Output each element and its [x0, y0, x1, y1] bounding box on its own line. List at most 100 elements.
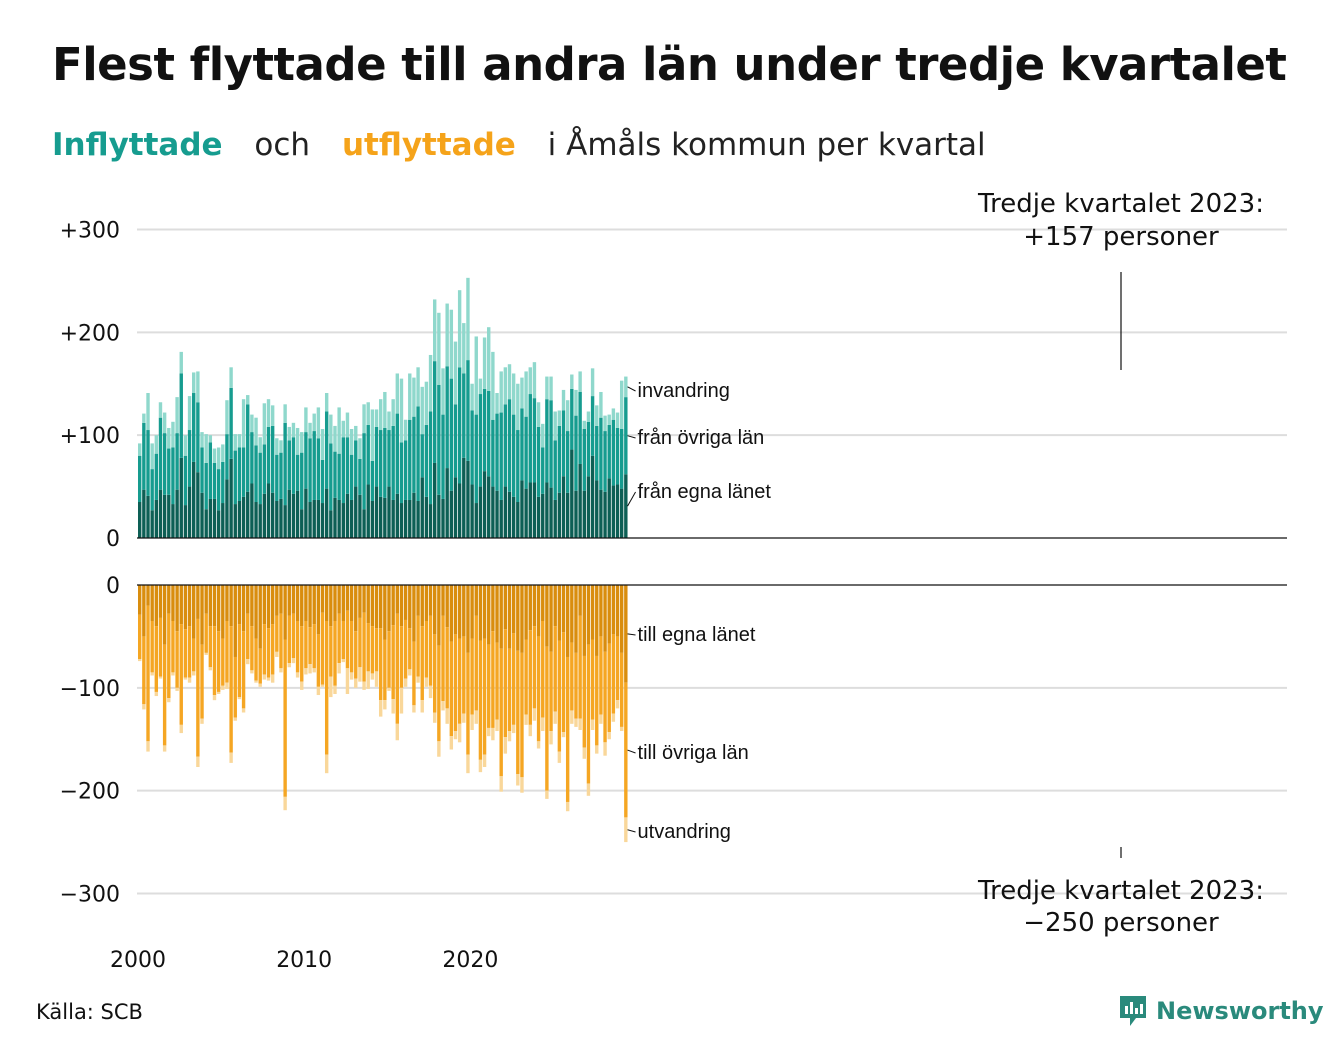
bar-segment-immigration	[474, 336, 478, 415]
bar-segment-immigration	[491, 351, 495, 420]
bar-segment-from-own-county	[445, 468, 449, 538]
bar-segment-to-other-counties	[412, 641, 416, 706]
bar-segment-from-own-county	[333, 497, 337, 538]
bar-segment-to-other-counties	[391, 625, 395, 700]
bar-segment-from-own-county	[295, 490, 300, 538]
bar-segment-to-own-county	[216, 585, 221, 632]
bar-segment-immigration	[200, 432, 204, 448]
bar-segment-to-own-county	[341, 585, 345, 621]
bar-segment-to-other-counties	[482, 638, 487, 755]
bar-segment-from-own-county	[300, 509, 304, 538]
bar-segment-from-other-counties	[474, 414, 478, 504]
bar-segment-from-other-counties	[258, 452, 262, 505]
bar-segment-immigration	[599, 391, 603, 418]
bar-segment-to-own-county	[287, 585, 291, 616]
bar-segment-from-own-county	[179, 457, 183, 538]
bar-segment-from-own-county	[308, 502, 312, 538]
bar-segment-to-other-counties	[333, 620, 337, 686]
bar-segment-immigration	[511, 373, 516, 415]
bar-segment-from-other-counties	[266, 426, 271, 484]
bar-segment-to-own-county	[233, 585, 237, 657]
bar-segment-to-own-county	[171, 585, 175, 621]
bar-segment-immigration	[324, 393, 329, 412]
bar-segment-to-own-county	[437, 585, 441, 646]
bar-segment-from-other-counties	[528, 394, 532, 483]
newsworthy-logo-icon	[1120, 996, 1146, 1026]
bar-segment-to-own-county	[175, 585, 179, 632]
bar-segment-immigration	[237, 434, 242, 448]
bar-segment-to-other-counties	[578, 615, 582, 719]
bar-segment-from-own-county	[378, 496, 383, 538]
bar-segment-immigration	[603, 415, 607, 432]
x-tick-labels: 2000 2010 2020	[110, 948, 498, 973]
bar-segment-to-other-counties	[374, 628, 379, 672]
bar-segment-immigration	[154, 435, 159, 454]
bar-segment-emigration	[561, 732, 566, 738]
bar-segment-from-own-county	[192, 461, 196, 538]
bar-segment-from-own-county	[603, 491, 607, 538]
bar-segment-to-other-counties	[445, 627, 449, 709]
bar-segment-emigration	[250, 670, 254, 674]
bar-segment-from-other-counties	[433, 361, 437, 463]
bar-segment-from-other-counties	[358, 458, 362, 495]
chart-title: Flest flyttade till andra län under tred…	[52, 38, 1287, 91]
bar-segment-emigration	[158, 676, 163, 679]
bar-segment-to-other-counties	[142, 636, 146, 705]
bar-segment-immigration	[196, 371, 200, 403]
bar-segment-immigration	[619, 380, 624, 429]
bar-segment-from-other-counties	[403, 440, 408, 500]
bar-segment-immigration	[437, 312, 441, 385]
bar-segment-from-other-counties	[324, 411, 329, 489]
bar-segment-emigration	[208, 667, 213, 671]
bar-segment-to-own-county	[520, 585, 524, 653]
bar-segment-from-own-county	[449, 490, 454, 538]
bar-segment-immigration	[341, 420, 345, 438]
bar-segment-emigration	[229, 752, 233, 763]
bar-segment-from-own-county	[391, 499, 395, 538]
bar-segment-immigration	[349, 429, 354, 455]
bar-segment-from-other-counties	[300, 452, 304, 510]
bar-segment-to-own-county	[536, 585, 541, 637]
bar-segment-emigration	[595, 745, 599, 754]
subtitle-rest: i Åmåls kommun per kvartal	[547, 127, 986, 163]
bar-segment-to-own-county	[329, 585, 333, 627]
bar-segment-immigration	[624, 376, 628, 398]
bar-segment-to-other-counties	[603, 651, 607, 743]
top-y-tick-label: +100	[60, 424, 120, 449]
bar-segment-from-own-county	[241, 496, 246, 538]
bar-segment-immigration	[445, 303, 449, 367]
bar-segment-to-own-county	[208, 585, 213, 627]
bar-segment-from-other-counties	[146, 430, 150, 496]
bar-segment-from-own-county	[341, 503, 345, 538]
bar-segment-from-other-counties	[416, 406, 420, 501]
bar-segment-emigration	[416, 676, 420, 683]
bar-segment-to-own-county	[416, 585, 420, 616]
bar-segment-to-own-county	[457, 585, 462, 639]
bar-segment-to-own-county	[599, 585, 603, 637]
bar-segment-from-other-counties	[520, 408, 524, 481]
top-series-label: från egna länet	[638, 481, 772, 503]
bar-segment-from-own-county	[370, 500, 375, 538]
bar-segment-to-own-county	[291, 585, 296, 614]
bar-segment-immigration	[561, 389, 566, 411]
bar-segment-to-own-county	[167, 585, 171, 614]
bar-segment-to-other-counties	[312, 624, 316, 669]
bar-segment-to-other-counties	[295, 620, 300, 673]
bar-segment-to-other-counties	[586, 644, 591, 784]
bar-segment-from-other-counties	[565, 431, 570, 493]
bar-segment-from-other-counties	[482, 388, 487, 472]
bar-segment-from-other-counties	[503, 404, 508, 487]
bar-segment-immigration	[221, 444, 225, 462]
bar-segment-from-own-county	[619, 488, 624, 538]
bar-segment-to-own-county	[399, 585, 404, 627]
bar-segment-immigration	[162, 412, 167, 434]
bar-segment-from-own-county	[279, 498, 283, 538]
bar-segment-from-own-county	[462, 457, 466, 538]
bar-segment-from-own-county	[416, 500, 420, 538]
bar-segment-to-own-county	[549, 585, 553, 652]
bar-segment-from-own-county	[582, 490, 586, 538]
bar-segment-to-own-county	[345, 585, 350, 611]
bar-segment-to-own-county	[196, 585, 200, 619]
bar-segment-from-own-county	[428, 504, 433, 538]
bar-segment-from-own-county	[162, 494, 167, 538]
